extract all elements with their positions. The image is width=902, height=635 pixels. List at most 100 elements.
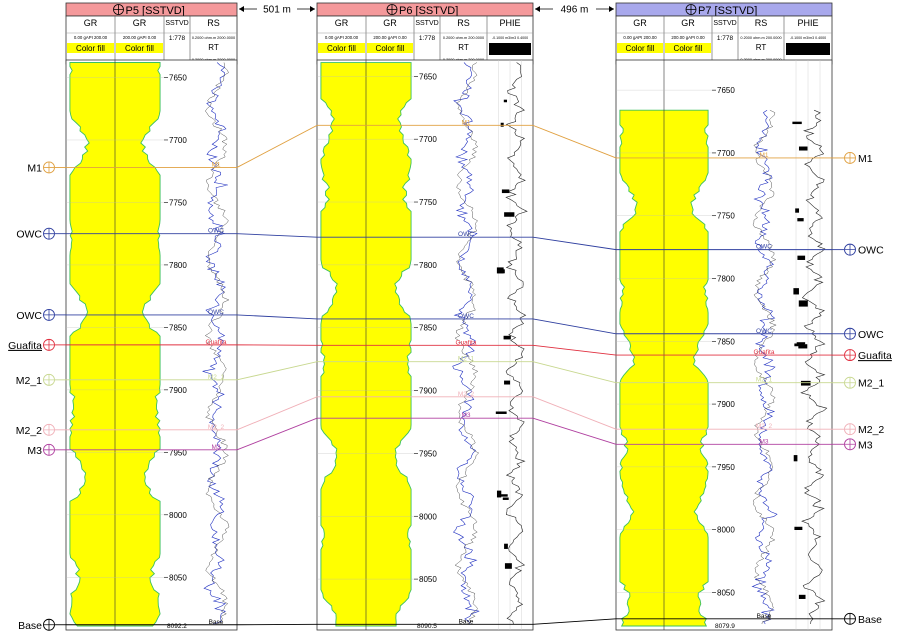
gr-right-scale: 200.00 gAPI 0.00 [373, 35, 407, 40]
correlation-line [532, 618, 617, 625]
rs-label: RS [755, 18, 768, 28]
correlation-line [236, 417, 318, 451]
marker-label-left: M1 [27, 162, 42, 174]
depth-tick-label: 7650 [419, 72, 437, 81]
rs-curve [751, 109, 778, 625]
depth-tick-label: 7950 [717, 463, 735, 472]
phie-pay-block [794, 526, 803, 530]
depth-track-label: SSTVD [713, 20, 736, 27]
track-header [316, 15, 534, 65]
phie-curve [505, 62, 528, 625]
gr-right-fill-swatch [116, 43, 163, 53]
marker-track-label: Base [757, 613, 772, 620]
marker-cross-icon [43, 161, 55, 173]
marker-label-left: M3 [27, 445, 42, 457]
marker-track-label: M2_2 [458, 391, 475, 398]
marker-cross-icon [43, 424, 55, 436]
depth-track-label: SSTVD [415, 20, 438, 27]
phie-pay-block [504, 563, 512, 569]
depth-tick-label: 7850 [419, 324, 437, 333]
marker-cross-icon [844, 328, 856, 340]
gr-right-label: GR [383, 18, 397, 28]
phie-pay-block [504, 543, 508, 549]
depth-scale: 1:778 [419, 35, 436, 42]
marker-track-label: M2_2 [756, 423, 773, 430]
marker-cross-icon [43, 309, 55, 321]
marker-cross-icon [844, 244, 856, 256]
phie-pay-block [503, 335, 511, 340]
td-label: 8079.9 [715, 623, 735, 630]
depth-tick-label: 8050 [169, 573, 187, 582]
depth-tick-label: 7750 [717, 212, 735, 221]
phie-pay-block [497, 269, 505, 274]
depth-scale: 1:778 [717, 35, 734, 42]
track-header [615, 15, 833, 65]
phie-pay-block [792, 121, 802, 125]
marker-track-label: OWC [756, 328, 772, 335]
depth-tick-label: 7900 [169, 386, 187, 395]
marker-label-left: OWC [16, 310, 42, 322]
depth-tick-label: 8000 [169, 511, 187, 520]
marker-track-label: M2_1 [756, 377, 773, 384]
marker-cross-icon [844, 438, 856, 450]
correlation-line [236, 361, 318, 381]
phie-pay-block [800, 380, 811, 386]
correlation-line [532, 236, 617, 251]
marker-cross-icon [844, 377, 856, 389]
depth-tick-label: 8050 [717, 588, 735, 597]
phie-curve [800, 109, 828, 625]
phie-pay-block [501, 189, 510, 194]
marker-label-right: M2_2 [858, 424, 884, 436]
phie-pay-block [798, 594, 806, 599]
depth-tick-label: 7700 [419, 135, 437, 144]
correlation-line [532, 318, 617, 335]
phie-pay-block [798, 146, 808, 151]
marker-track-label: M3 [759, 438, 768, 445]
phie-pay-block [504, 212, 515, 217]
marker-cross-icon [844, 613, 856, 625]
depth-tick-label: 7750 [169, 198, 187, 207]
gr-left-scale: 0.00 gAPI 200.00 [623, 35, 657, 40]
depth-tick-label: 7850 [169, 323, 187, 332]
correlation-line [236, 396, 318, 431]
gr-left-fill-label: Color fill [76, 44, 105, 53]
rs-scale: 0.2000 ohm.m 200.0000 [443, 36, 484, 40]
phie-pay-block [798, 300, 808, 307]
marker-label-left: OWC [16, 229, 42, 241]
correlation-line [532, 344, 617, 356]
well-distance-label: 496 m [561, 5, 589, 16]
well-symbol-cross [113, 4, 124, 15]
gr-right-fill-swatch [665, 43, 711, 53]
marker-track-label: Guafita [456, 339, 477, 346]
depth-track-label: SSTVD [165, 20, 188, 27]
depth-tick-label: 8000 [419, 512, 437, 521]
marker-cross-icon [43, 619, 55, 631]
marker-label-right: M2_1 [858, 378, 884, 390]
phie-pay-block [502, 497, 509, 500]
phie-label: PHIE [499, 18, 520, 28]
gr-left-scale: 0.00 gAPI 200.00 [74, 35, 108, 40]
track-header [65, 15, 238, 65]
phie-label: PHIE [797, 18, 818, 28]
td-label: 8092.2 [167, 623, 187, 630]
gr-right-fill-label: Color fill [674, 44, 703, 53]
marker-track-label: M3 [211, 444, 220, 451]
rt-label: RT [458, 43, 469, 52]
marker-track-label: OWC [208, 228, 224, 235]
marker-cross-icon [844, 152, 856, 164]
marker-track-label: Base [209, 619, 224, 626]
phie-scale: -0.1000 m3/m3 0.4000 [492, 36, 528, 40]
arrow-right-icon [310, 6, 315, 12]
phie-pay-block [797, 255, 806, 260]
gr-right-label: GR [133, 18, 147, 28]
phie-pay-block [500, 494, 508, 497]
depth-tick-label: 7650 [717, 86, 735, 95]
gr-left-scale: 0.00 gAPI 200.00 [325, 35, 359, 40]
marker-label-left: Base [18, 620, 42, 632]
marker-track-label: OWC [458, 231, 474, 238]
rs-label: RS [207, 18, 220, 28]
marker-label-right: Guafita [858, 350, 892, 362]
depth-scale: 1:778 [169, 35, 186, 42]
phie-pay-block [793, 288, 799, 295]
correlation-line [532, 361, 617, 384]
